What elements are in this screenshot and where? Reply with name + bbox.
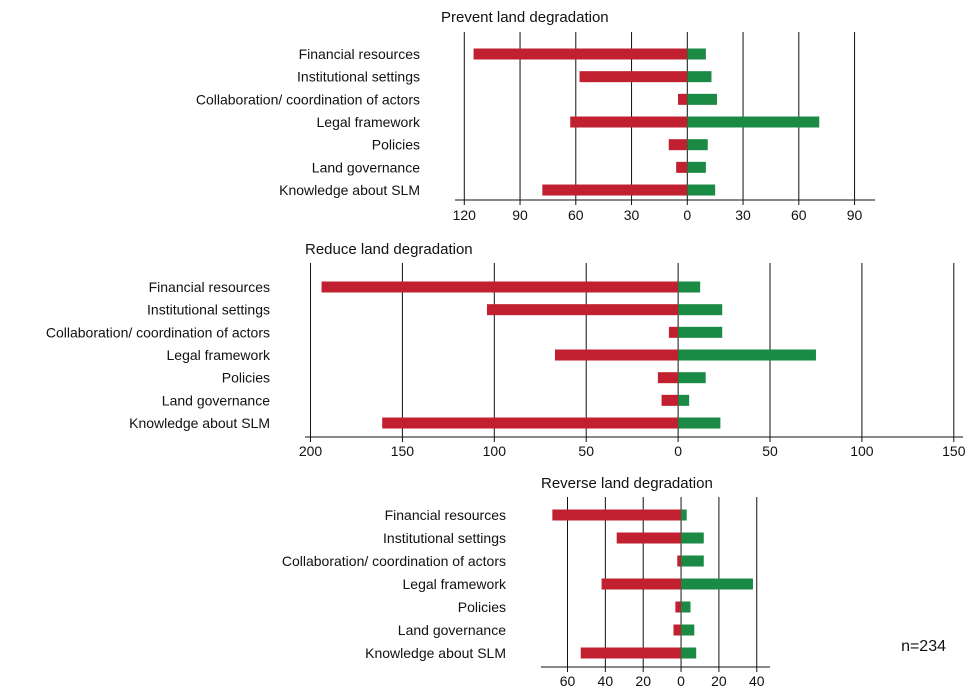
bar-positive bbox=[681, 601, 691, 613]
category-label: Land governance bbox=[162, 392, 270, 408]
x-tick-label: 60 bbox=[560, 673, 576, 689]
bar-negative bbox=[473, 48, 688, 60]
bar-negative bbox=[657, 372, 679, 384]
category-label: Institutional settings bbox=[297, 69, 420, 85]
bar-negative bbox=[601, 578, 682, 590]
category-label: Land governance bbox=[398, 622, 506, 638]
bar-negative bbox=[382, 417, 679, 429]
bar-positive bbox=[681, 647, 697, 659]
bar-negative bbox=[321, 281, 679, 293]
category-label: Collaboration/ coordination of actors bbox=[282, 553, 506, 569]
x-tick-label: 150 bbox=[391, 443, 415, 459]
x-tick-label: 50 bbox=[762, 443, 778, 459]
bar-positive bbox=[681, 555, 704, 567]
bar-negative bbox=[554, 349, 679, 361]
x-tick-label: 60 bbox=[568, 207, 584, 223]
bar-positive bbox=[678, 326, 723, 338]
bar-positive bbox=[681, 578, 753, 590]
bar-positive bbox=[687, 116, 820, 128]
bar-negative bbox=[579, 71, 688, 83]
bar-negative bbox=[673, 624, 682, 636]
x-tick-label: 50 bbox=[578, 443, 594, 459]
category-label: Institutional settings bbox=[383, 530, 506, 546]
category-label: Policies bbox=[372, 137, 420, 153]
chart-title: Reduce land degradation bbox=[305, 241, 473, 258]
category-label: Collaboration/ coordination of actors bbox=[46, 324, 270, 340]
bar-positive bbox=[687, 161, 706, 173]
bar-negative bbox=[616, 532, 682, 544]
category-label: Legal framework bbox=[403, 576, 507, 592]
bar-negative bbox=[661, 394, 679, 406]
chart-title: Prevent land degradation bbox=[441, 9, 609, 26]
x-tick-label: 0 bbox=[677, 673, 685, 689]
category-label: Financial resources bbox=[299, 46, 420, 62]
category-label: Collaboration/ coordination of actors bbox=[196, 91, 420, 107]
bar-negative bbox=[580, 647, 682, 659]
category-label: Knowledge about SLM bbox=[365, 645, 506, 661]
category-label: Institutional settings bbox=[147, 302, 270, 318]
bar-negative bbox=[570, 116, 688, 128]
bar-negative bbox=[676, 161, 688, 173]
bar-positive bbox=[687, 139, 708, 151]
x-tick-label: 30 bbox=[624, 207, 640, 223]
bar-positive bbox=[678, 349, 816, 361]
category-label: Knowledge about SLM bbox=[279, 182, 420, 198]
bar-positive bbox=[687, 71, 712, 83]
bar-positive bbox=[681, 532, 704, 544]
chart-title: Reverse land degradation bbox=[541, 475, 713, 492]
bar-positive bbox=[681, 624, 695, 636]
bar-positive bbox=[678, 304, 723, 316]
x-tick-label: 40 bbox=[598, 673, 614, 689]
x-tick-label: 100 bbox=[850, 443, 874, 459]
bar-positive bbox=[687, 184, 716, 196]
x-tick-label: 0 bbox=[674, 443, 682, 459]
x-tick-label: 200 bbox=[299, 443, 323, 459]
bar-negative bbox=[552, 509, 682, 521]
x-tick-label: 0 bbox=[683, 207, 691, 223]
bar-positive bbox=[681, 509, 687, 521]
x-tick-label: 90 bbox=[512, 207, 528, 223]
category-label: Financial resources bbox=[385, 507, 506, 523]
bar-negative bbox=[668, 326, 679, 338]
x-tick-label: 20 bbox=[635, 673, 651, 689]
bar-positive bbox=[678, 394, 690, 406]
bar-positive bbox=[678, 281, 701, 293]
x-tick-label: 100 bbox=[483, 443, 507, 459]
x-tick-label: 20 bbox=[711, 673, 727, 689]
x-tick-label: 120 bbox=[453, 207, 477, 223]
category-label: Policies bbox=[458, 599, 506, 615]
category-label: Financial resources bbox=[149, 279, 270, 295]
x-tick-label: 30 bbox=[735, 207, 751, 223]
bar-negative bbox=[675, 601, 682, 613]
bar-negative bbox=[668, 139, 688, 151]
bar-negative bbox=[678, 93, 688, 105]
category-label: Land governance bbox=[312, 159, 420, 175]
bar-negative bbox=[486, 304, 679, 316]
x-tick-label: 40 bbox=[749, 673, 765, 689]
bar-positive bbox=[678, 417, 721, 429]
bar-negative bbox=[677, 555, 682, 567]
x-tick-label: 60 bbox=[791, 207, 807, 223]
x-tick-label: 150 bbox=[942, 443, 966, 459]
bar-positive bbox=[678, 372, 706, 384]
bar-positive bbox=[687, 48, 706, 60]
sample-size-note: n=234 bbox=[901, 638, 946, 655]
category-label: Knowledge about SLM bbox=[129, 415, 270, 431]
category-label: Legal framework bbox=[167, 347, 271, 363]
x-tick-label: 90 bbox=[847, 207, 863, 223]
category-label: Policies bbox=[222, 370, 270, 386]
bar-negative bbox=[542, 184, 688, 196]
bar-positive bbox=[687, 93, 718, 105]
category-label: Legal framework bbox=[317, 114, 421, 130]
